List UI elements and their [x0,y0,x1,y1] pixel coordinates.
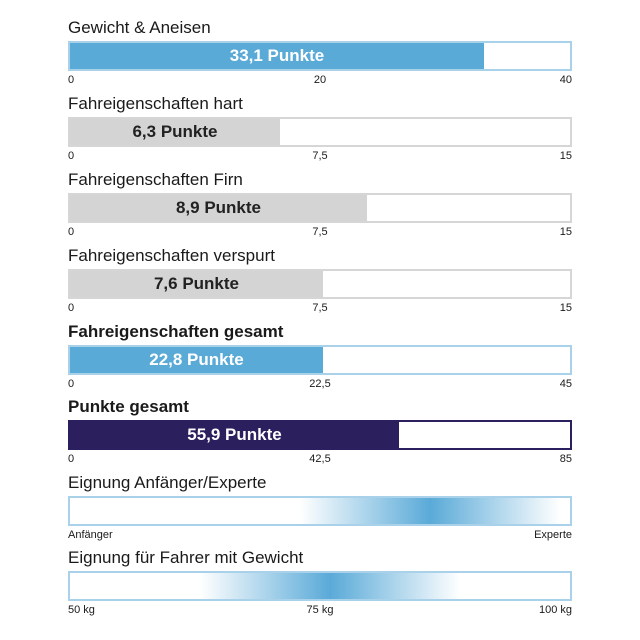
scale-section: Eignung Anfänger/Experte Anfänger Experte [68,473,572,545]
tick-row: Anfänger Experte [68,529,572,545]
tick-label: 0 [68,150,75,162]
bar-track: 6,3 Punkte [68,117,572,147]
tick-label: 0 [68,378,75,390]
bar-title: Fahreigenschaften verspurt [68,246,275,265]
bar-title: Fahreigenschaften Firn [68,170,243,189]
tick-row: 0 22,5 45 [68,378,572,394]
scale-title: Eignung Anfänger/Experte [68,473,267,492]
bar-value-label: 7,6 Punkte [153,274,240,293]
tick-row: 0 7,5 15 [68,302,572,318]
tick-row: 0 7,5 15 [68,226,572,242]
bar-value-label: 55,9 Punkte [187,425,282,444]
tick-label: 0 [68,302,75,314]
bar-track: 33,1 Punkte [68,41,572,71]
scale-title: Eignung für Fahrer mit Gewicht [68,548,304,567]
tick-row: 0 20 40 [68,74,572,90]
bar-fill [70,271,323,297]
tick-label: 100 kg [538,604,572,616]
bar-track: 7,6 Punkte [68,269,572,299]
tick-row: 0 42,5 85 [68,453,572,469]
bar-value-label: 8,9 Punkte [175,198,262,217]
tick-label: 75 kg [306,604,334,616]
bar-fill [70,43,484,69]
tick-label: 7,5 [312,302,328,314]
tick-label: 15 [559,302,572,314]
tick-label: 15 [559,150,572,162]
scale-section: Eignung für Fahrer mit Gewicht 50 kg 75 kg… [68,548,572,620]
bar-fill [70,422,399,448]
tick-label: Anfänger [68,529,113,541]
tick-row: 0 7,5 15 [68,150,572,166]
tick-label: 15 [559,226,572,238]
tick-label: 50 kg [68,604,95,616]
tick-label: 0 [68,226,75,238]
bar-section: Fahreigenschaften Firn 8,9 Punkte 0 7,5 15 [68,170,572,242]
tick-label: 42,5 [309,453,331,465]
tick-label: 7,5 [312,150,328,162]
bar-fill [70,119,280,145]
scale-gradient [70,498,570,524]
scale-track [68,496,572,526]
scale-gradient [70,573,570,599]
bar-value-label: 22,8 Punkte [149,350,244,369]
bar-fill [70,195,367,221]
bar-track: 8,9 Punkte [68,193,572,223]
tick-label: Experte [534,529,572,541]
bar-title: Fahreigenschaften gesamt [68,322,284,341]
tick-label: 7,5 [312,226,328,238]
bar-value-label: 6,3 Punkte [132,122,218,141]
tick-label: 0 [68,74,75,86]
tick-label: 45 [559,378,572,390]
tick-label: 40 [559,74,572,86]
bar-fill [70,347,323,373]
bar-value-label: 33,1 Punkte [229,46,325,65]
bar-section: Fahreigenschaften gesamt 22,8 Punkte 0 22,5… [68,322,572,394]
tick-label: 20 [313,74,327,86]
scale-track [68,571,572,601]
bar-track: 22,8 Punkte [68,345,572,375]
bar-section: Gewicht & Aneisen 33,1 Punkte 0 20 40 [68,18,572,90]
bar-track: 55,9 Punkte [68,420,572,450]
bar-section: Fahreigenschaften verspurt 7,6 Punkte 0 7,5… [68,246,572,318]
tick-label: 85 [559,453,572,465]
bar-title: Punkte gesamt [68,397,189,416]
tick-row: 50 kg 75 kg 100 kg [68,604,572,620]
bar-section: Fahreigenschaften hart 6,3 Punkte 0 7,5 15 [68,94,572,166]
bar-title: Gewicht & Aneisen [68,18,211,37]
tick-label: 0 [68,453,75,465]
tick-label: 22,5 [309,378,331,390]
bar-title: Fahreigenschaften hart [68,94,243,113]
bar-section: Punkte gesamt 55,9 Punkte 0 42,5 85 [68,397,572,469]
